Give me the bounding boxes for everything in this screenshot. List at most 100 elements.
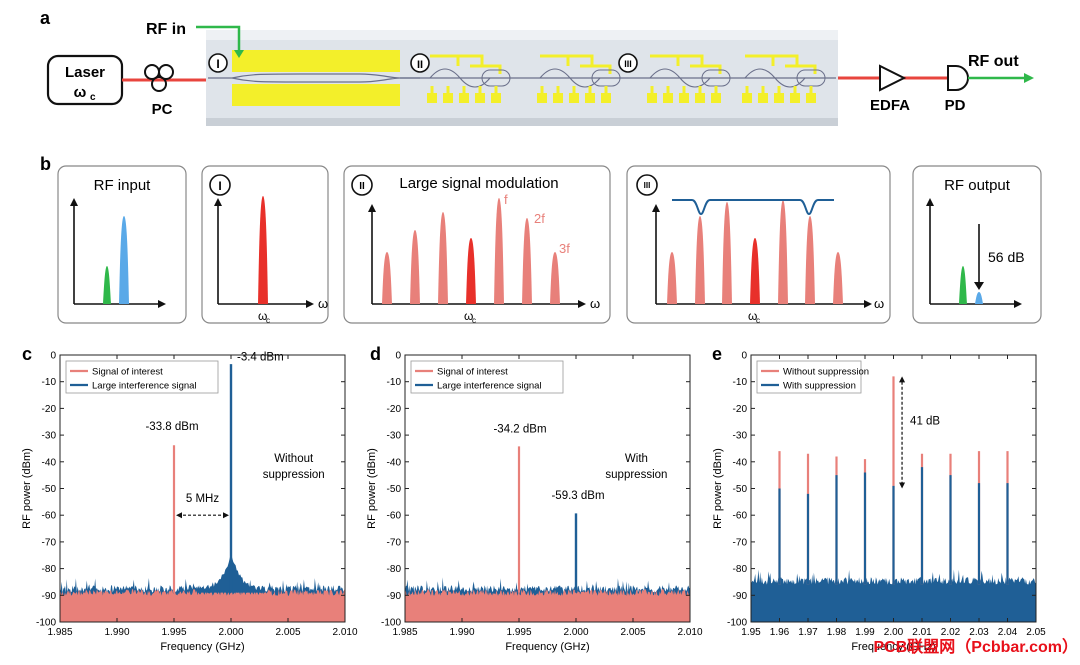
y-tick-label: -10 bbox=[733, 377, 748, 388]
notch-filter-response bbox=[672, 199, 834, 216]
svg-text:ω: ω bbox=[464, 309, 473, 323]
y-tick-label: -20 bbox=[387, 404, 402, 415]
noise-floor-signal bbox=[60, 589, 345, 622]
suppression-56db: 56 dB bbox=[988, 249, 1025, 265]
filter-unit-1 bbox=[427, 54, 511, 103]
y-axis-label: RF power (dBm) bbox=[366, 448, 378, 529]
x-tick-label: 1.96 bbox=[770, 627, 790, 638]
rf-output-blue-peak bbox=[975, 292, 983, 304]
rf-in-arrow bbox=[196, 25, 241, 52]
sideband-peak bbox=[522, 218, 532, 304]
harmonic-2f: 2f bbox=[534, 211, 545, 226]
filtered-comb bbox=[667, 200, 843, 304]
svg-text:II: II bbox=[417, 59, 423, 71]
y-tick-label: -40 bbox=[387, 457, 402, 468]
stage-marker-3: III bbox=[618, 53, 638, 73]
y-tick-label: -70 bbox=[42, 537, 57, 548]
panel-b: b RF input I ω ω c II Large signal modul… bbox=[40, 154, 1042, 325]
spacing-label: 5 MHz bbox=[186, 493, 219, 505]
box3-title: Large signal modulation bbox=[399, 175, 558, 192]
panel-e-label: e bbox=[712, 344, 722, 364]
pc-label: PC bbox=[152, 101, 173, 118]
x-tick-label: 1.990 bbox=[449, 627, 474, 638]
legend-entry: Large interference signal bbox=[92, 381, 197, 392]
diff-arrowhead bbox=[899, 376, 906, 383]
x-tick-label: 2.005 bbox=[620, 627, 645, 638]
svg-text:I: I bbox=[216, 57, 219, 71]
rf-input-blue-peak bbox=[119, 216, 129, 304]
box-stage3 bbox=[626, 165, 891, 324]
spacing-arrowhead bbox=[176, 512, 182, 519]
x-tick-label: 2.010 bbox=[677, 627, 702, 638]
x-tick-label: 1.97 bbox=[798, 627, 818, 638]
x-tick-label: 2.02 bbox=[941, 627, 961, 638]
filtered-peak bbox=[778, 200, 788, 304]
svg-text:ω: ω bbox=[748, 309, 757, 323]
y-tick-label: 0 bbox=[741, 351, 747, 362]
box5-title: RF output bbox=[944, 177, 1011, 194]
laser-omega: ω bbox=[74, 84, 87, 101]
peak-label-signal: -34.2 dBm bbox=[493, 423, 546, 435]
electrode-top bbox=[232, 50, 400, 72]
box3-omega: ω bbox=[590, 296, 600, 311]
harmonic-3f: 3f bbox=[559, 241, 570, 256]
y-tick-label: -100 bbox=[381, 618, 401, 629]
laser-omega-sub: c bbox=[90, 92, 96, 103]
photodetector-icon bbox=[947, 65, 969, 91]
peak-label-signal: -33.8 dBm bbox=[145, 421, 198, 433]
box2-marker: I bbox=[218, 179, 221, 193]
x-tick-label: 2.000 bbox=[563, 627, 588, 638]
legend-box bbox=[410, 360, 564, 394]
box2-omega: ω bbox=[318, 296, 328, 311]
svg-text:c: c bbox=[756, 316, 760, 325]
svg-text:c: c bbox=[472, 316, 476, 325]
y-tick-label: -30 bbox=[387, 431, 402, 442]
x-tick-label: 1.990 bbox=[104, 627, 129, 638]
sideband-peak bbox=[410, 230, 420, 304]
x-tick-label: 2.00 bbox=[884, 627, 904, 638]
x-axis-label: Frequency (GHz) bbox=[851, 641, 935, 653]
sideband-peak bbox=[550, 252, 560, 304]
filtered-peak bbox=[833, 252, 843, 304]
legend-entry: Signal of interest bbox=[437, 367, 508, 378]
x-tick-label: 1.995 bbox=[506, 627, 531, 638]
y-tick-label: -10 bbox=[387, 377, 402, 388]
y-tick-label: -10 bbox=[42, 377, 57, 388]
spacing-arrowhead bbox=[223, 512, 229, 519]
x-tick-label: 1.985 bbox=[47, 627, 72, 638]
laser-label: Laser bbox=[65, 64, 105, 81]
rf-in-label: RF in bbox=[146, 21, 186, 38]
polarization-controller-icon bbox=[144, 64, 174, 92]
note-line1: Without bbox=[274, 453, 314, 465]
filter-unit-2 bbox=[537, 54, 621, 103]
y-tick-label: 0 bbox=[50, 351, 56, 362]
box-stage2 bbox=[343, 165, 611, 324]
pd-label: PD bbox=[945, 97, 966, 114]
diff-arrowhead bbox=[899, 482, 906, 489]
x-tick-label: 2.005 bbox=[275, 627, 300, 638]
peak-label-interference: -59.3 dBm bbox=[551, 490, 604, 502]
legend-entry: With suppression bbox=[783, 381, 856, 392]
stage-marker-2: II bbox=[410, 53, 430, 73]
y-tick-label: -90 bbox=[733, 591, 748, 602]
svg-text:III: III bbox=[624, 59, 632, 69]
legend-entry: Signal of interest bbox=[92, 367, 163, 378]
note-line1: With bbox=[625, 453, 648, 465]
note-line2: suppression bbox=[605, 469, 667, 481]
panel-c-label: c bbox=[22, 344, 32, 364]
legend-box bbox=[65, 360, 219, 394]
panel-d-label: d bbox=[370, 344, 381, 364]
y-tick-label: -60 bbox=[387, 511, 402, 522]
filter-unit-4 bbox=[742, 54, 826, 103]
filtered-peak bbox=[805, 216, 815, 304]
box4-marker: III bbox=[644, 181, 651, 190]
sideband-peak bbox=[466, 238, 476, 304]
plot-area bbox=[60, 355, 345, 622]
x-tick-label: 1.98 bbox=[827, 627, 847, 638]
edfa-label: EDFA bbox=[870, 97, 910, 114]
carrier-peak bbox=[258, 196, 268, 304]
plot-area bbox=[405, 355, 690, 622]
y-tick-label: -50 bbox=[733, 484, 748, 495]
